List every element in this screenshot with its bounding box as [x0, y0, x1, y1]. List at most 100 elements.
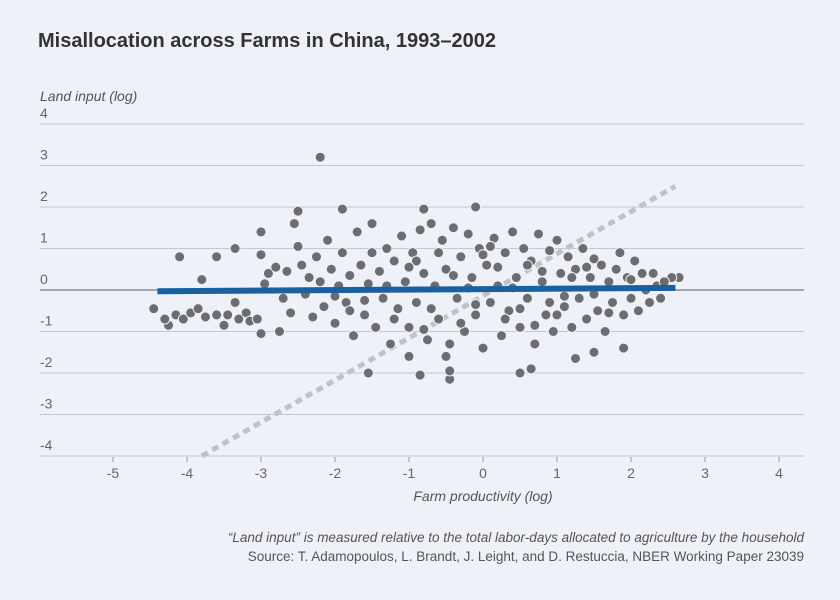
data-point: [385, 338, 396, 350]
data-point: [444, 365, 456, 377]
x-tick-label: -1: [403, 465, 416, 481]
data-point: [507, 226, 519, 238]
data-point: [588, 253, 600, 265]
data-point: [536, 276, 548, 288]
data-point: [540, 309, 552, 321]
data-point: [536, 265, 548, 277]
data-point: [573, 292, 585, 304]
data-point: [603, 307, 615, 319]
data-point: [614, 247, 626, 259]
data-point: [592, 305, 604, 317]
data-point: [581, 261, 593, 273]
data-point: [584, 272, 596, 284]
data-point: [544, 296, 556, 308]
x-tick-label: -3: [255, 465, 268, 481]
data-point: [470, 201, 482, 213]
data-point: [581, 313, 593, 325]
data-point: [325, 263, 337, 275]
data-point: [229, 243, 241, 254]
data-point: [544, 245, 556, 257]
reference-line: [200, 184, 677, 459]
data-point: [603, 276, 615, 288]
data-point: [281, 265, 293, 277]
data-point: [200, 311, 211, 323]
data-point: [336, 247, 348, 259]
data-point: [514, 303, 526, 315]
data-point: [636, 267, 648, 279]
data-point: [414, 369, 426, 381]
y-tick-label: 1: [40, 230, 48, 246]
data-point: [418, 203, 430, 215]
data-point: [477, 342, 489, 354]
data-point: [396, 230, 408, 242]
data-point: [403, 350, 415, 362]
data-point: [433, 247, 445, 259]
data-point: [255, 328, 267, 340]
y-tick-label: 2: [40, 188, 48, 204]
data-point: [399, 276, 411, 288]
data-point: [595, 259, 607, 271]
data-point: [274, 326, 285, 337]
data-point: [418, 267, 430, 279]
y-tick-label: 0: [40, 271, 48, 287]
data-point: [425, 218, 437, 230]
data-point: [255, 226, 267, 238]
data-point: [192, 303, 204, 315]
data-point: [444, 338, 456, 350]
data-point: [388, 313, 400, 325]
x-tick-label: -4: [181, 465, 194, 481]
data-point: [218, 319, 230, 331]
data-point: [447, 222, 459, 234]
data-point: [529, 319, 541, 331]
data-point: [599, 326, 611, 337]
data-point: [496, 330, 507, 342]
data-point: [588, 346, 600, 358]
data-point: [481, 259, 493, 271]
data-point: [288, 218, 300, 230]
data-point: [177, 313, 189, 325]
data-point: [644, 296, 655, 308]
x-tick-label: 1: [553, 465, 561, 481]
data-point: [362, 367, 374, 379]
y-tick-label: -4: [40, 437, 53, 453]
data-point: [159, 313, 171, 325]
data-point: [470, 309, 482, 321]
data-point: [470, 299, 482, 311]
data-point: [492, 261, 504, 273]
data-point: [462, 228, 474, 240]
data-point: [388, 255, 400, 267]
data-point: [344, 305, 356, 317]
data-point: [255, 249, 267, 261]
data-point: [410, 255, 422, 267]
data-point: [529, 338, 541, 350]
data-point: [422, 334, 433, 346]
data-point: [381, 243, 393, 254]
data-point: [632, 305, 644, 317]
data-point: [521, 259, 533, 271]
data-point: [566, 272, 578, 284]
data-point: [211, 251, 223, 263]
data-point: [196, 274, 208, 286]
x-tick-label: -5: [107, 465, 120, 481]
data-point: [403, 321, 415, 333]
data-point: [359, 294, 371, 306]
y-axis-label: Land input (log): [40, 88, 138, 104]
chart-title: Misallocation across Farms in China, 199…: [38, 30, 496, 52]
data-point: [418, 323, 430, 335]
data-point: [610, 263, 622, 275]
data-point: [629, 255, 641, 267]
data-point: [547, 326, 559, 337]
data-point: [174, 251, 186, 263]
data-point: [314, 151, 326, 163]
data-point: [262, 267, 274, 279]
data-point: [577, 243, 589, 254]
data-point: [370, 321, 382, 333]
data-point: [625, 292, 637, 304]
data-point: [377, 292, 389, 304]
data-point: [521, 292, 533, 304]
data-point: [551, 309, 563, 321]
data-point: [514, 321, 526, 333]
data-point: [373, 265, 385, 277]
